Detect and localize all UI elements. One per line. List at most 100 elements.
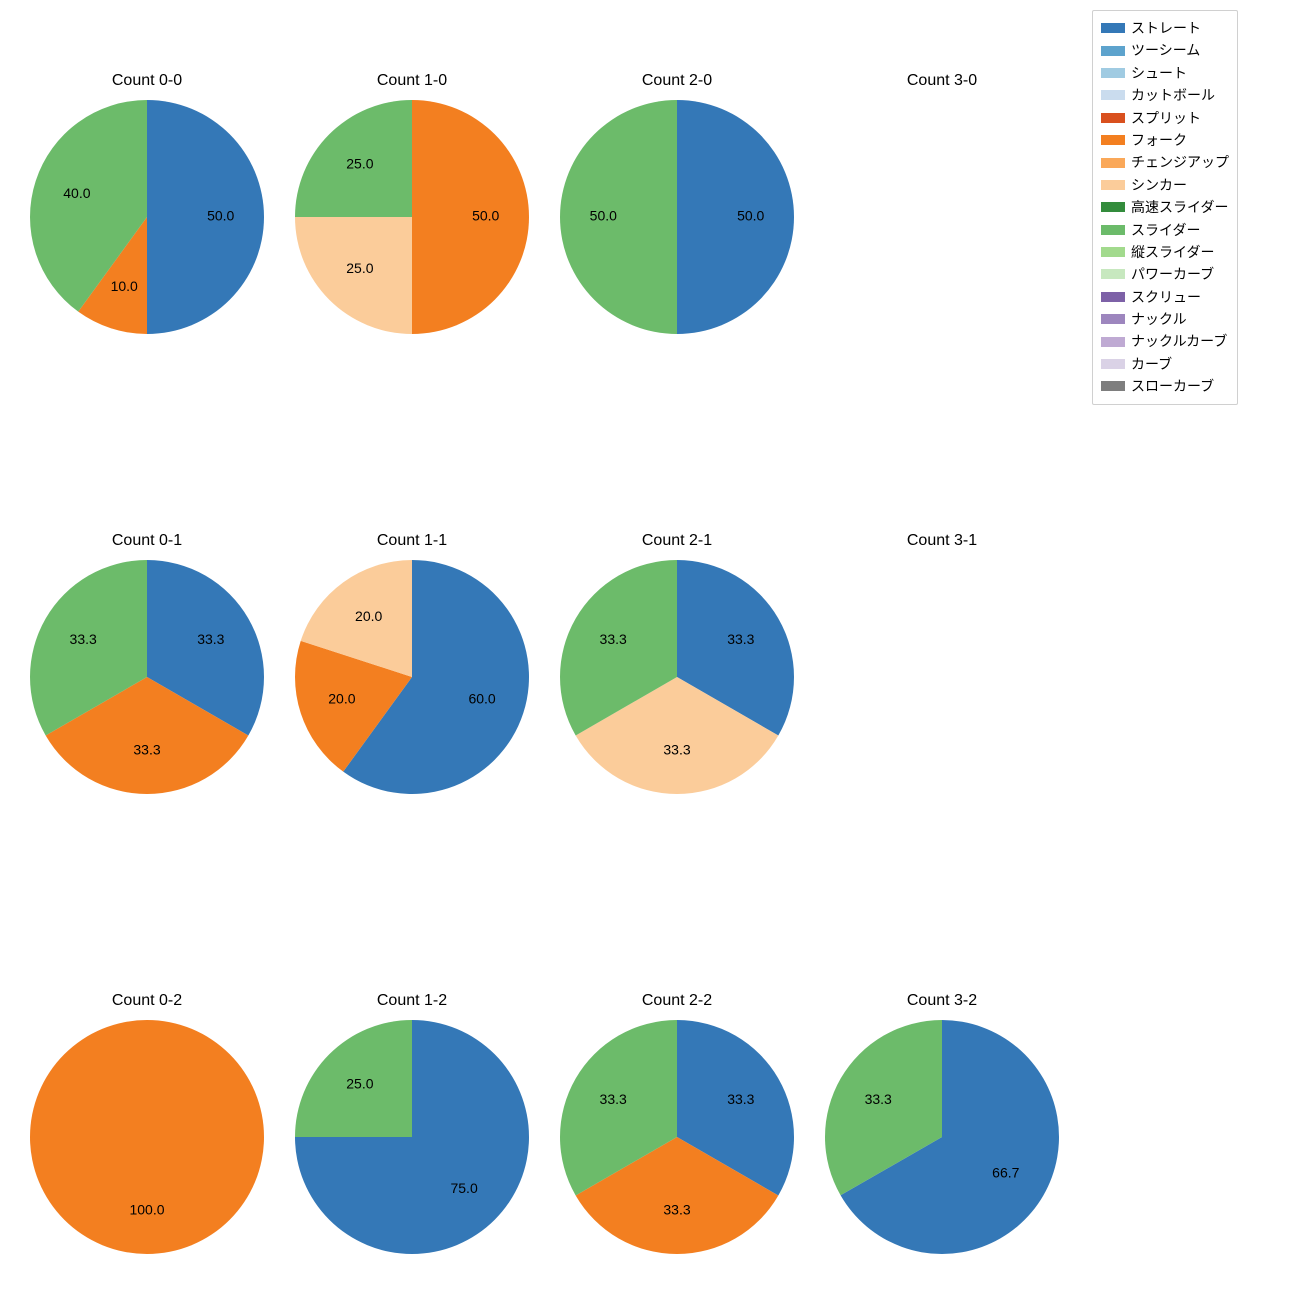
pie-slice-label: 33.3 <box>865 1091 892 1107</box>
pie-panel: Count 1-050.025.025.0 <box>295 100 529 334</box>
legend-label: ストレート <box>1131 17 1201 39</box>
legend-swatch <box>1101 381 1125 391</box>
legend-swatch <box>1101 225 1125 235</box>
pie-slice-label: 33.3 <box>133 741 160 757</box>
legend-label: チェンジアップ <box>1131 151 1229 173</box>
pie-slice-label: 66.7 <box>992 1165 1019 1181</box>
pie-slice-label: 60.0 <box>468 690 495 706</box>
legend-swatch <box>1101 135 1125 145</box>
legend-item: ツーシーム <box>1101 39 1229 61</box>
panel-title: Count 2-2 <box>560 992 794 1010</box>
pie-panel: Count 3-266.733.3 <box>825 1020 1059 1254</box>
legend-label: カーブ <box>1131 353 1172 375</box>
legend-swatch <box>1101 90 1125 100</box>
panel-title: Count 0-2 <box>30 992 264 1010</box>
legend-swatch <box>1101 292 1125 302</box>
legend-swatch <box>1101 247 1125 257</box>
pie-chart: 33.333.333.3 <box>560 560 794 794</box>
pie-chart <box>825 100 1059 334</box>
pie-chart: 50.0 10.0 40.0 <box>30 100 264 334</box>
pie-chart: 66.7 33.3 <box>825 1020 1059 1254</box>
pie-slice-label: 33.3 <box>600 1091 627 1107</box>
legend-label: ツーシーム <box>1131 39 1200 61</box>
pie-chart: 50.050.0 <box>560 100 794 334</box>
legend-label: スローカーブ <box>1131 375 1214 397</box>
legend-item: 縦スライダー <box>1101 241 1229 263</box>
legend-item: シュート <box>1101 62 1229 84</box>
pie-slice-label: 33.3 <box>727 631 754 647</box>
legend-label: 縦スライダー <box>1131 241 1214 263</box>
pie-chart: 33.3 33.3 33.3 <box>30 560 264 794</box>
legend-label: カットボール <box>1131 84 1215 106</box>
legend-item: スローカーブ <box>1101 375 1229 397</box>
pie-slice-label: 10.0 <box>111 278 138 294</box>
legend-item: スプリット <box>1101 107 1229 129</box>
panel-title: Count 3-0 <box>825 72 1059 90</box>
legend-item: スライダー <box>1101 219 1229 241</box>
legend-item: ナックル <box>1101 308 1229 330</box>
legend-item: パワーカーブ <box>1101 263 1229 285</box>
legend-item: 高速スライダー <box>1101 196 1229 218</box>
legend-label: ナックル <box>1131 308 1187 330</box>
pie-panel: Count 0-050.010.040.0 <box>30 100 264 334</box>
pie-panel: Count 2-233.333.333.3 <box>560 1020 794 1254</box>
pie-slice-label: 25.0 <box>346 156 373 172</box>
legend-item: カーブ <box>1101 353 1229 375</box>
legend-swatch <box>1101 23 1125 33</box>
pie-chart: 50.0 25.0 25.0 <box>295 100 529 334</box>
pie-slice <box>30 1020 264 1254</box>
pie-slice-label: 33.3 <box>197 631 224 647</box>
pie-slice-label: 33.3 <box>663 1201 690 1217</box>
pie-slice-label: 50.0 <box>590 208 617 224</box>
legend-swatch <box>1101 202 1125 212</box>
legend-label: ナックルカーブ <box>1131 330 1227 352</box>
pie-slice-label: 50.0 <box>207 208 234 224</box>
legend-swatch <box>1101 180 1125 190</box>
pie-panel: Count 2-133.333.333.3 <box>560 560 794 794</box>
panel-title: Count 3-2 <box>825 992 1059 1010</box>
pie-panel: Count 1-160.020.020.0 <box>295 560 529 794</box>
legend-label: シュート <box>1131 62 1187 84</box>
pie-slice-label: 20.0 <box>328 690 355 706</box>
pie-panel: Count 3-0 <box>825 100 1059 334</box>
pie-slice-label: 50.0 <box>472 208 499 224</box>
pie-slice-label: 75.0 <box>450 1180 477 1196</box>
panel-title: Count 2-0 <box>560 72 794 90</box>
legend-label: パワーカーブ <box>1131 263 1214 285</box>
pie-slice-label: 33.3 <box>70 631 97 647</box>
panel-title: Count 1-2 <box>295 992 529 1010</box>
legend-swatch <box>1101 359 1125 369</box>
legend-item: ナックルカーブ <box>1101 330 1229 352</box>
panel-title: Count 2-1 <box>560 532 794 550</box>
pie-slice <box>412 100 529 334</box>
pie-panel: Count 0-133.333.333.3 <box>30 560 264 794</box>
panel-title: Count 0-0 <box>30 72 264 90</box>
pie-chart <box>825 560 1059 794</box>
pie-chart: 33.333.333.3 <box>560 1020 794 1254</box>
pie-slice-label: 100.0 <box>129 1201 164 1217</box>
figure: Count 0-0 50.0 10.0 40.0 Count 1-0 50.0 25.0 25… <box>0 0 1300 1300</box>
pie-slice-label: 25.0 <box>346 1076 373 1092</box>
pie-slice-label: 25.0 <box>346 260 373 276</box>
panel-title: Count 1-0 <box>295 72 529 90</box>
panel-title: Count 3-1 <box>825 532 1059 550</box>
legend-swatch <box>1101 337 1125 347</box>
pie-slice <box>147 100 264 334</box>
legend-label: スクリュー <box>1131 286 1201 308</box>
legend-swatch <box>1101 113 1125 123</box>
panel-title: Count 1-1 <box>295 532 529 550</box>
legend-item: ストレート <box>1101 17 1229 39</box>
legend-item: スクリュー <box>1101 286 1229 308</box>
pie-chart: 75.0 25.0 <box>295 1020 529 1254</box>
legend-swatch <box>1101 68 1125 78</box>
legend-item: シンカー <box>1101 174 1229 196</box>
pie-chart: 100.0 <box>30 1020 264 1254</box>
pie-panel: Count 0-2100.0 <box>30 1020 264 1254</box>
legend-swatch <box>1101 314 1125 324</box>
pie-panel: Count 2-050.050.0 <box>560 100 794 334</box>
pie-slice-label: 40.0 <box>63 185 90 201</box>
pie-slice <box>677 100 794 334</box>
legend: ストレートツーシームシュートカットボールスプリットフォークチェンジアップシンカー… <box>1092 10 1238 405</box>
legend-swatch <box>1101 46 1125 56</box>
pie-chart: 60.020.020.0 <box>295 560 529 794</box>
